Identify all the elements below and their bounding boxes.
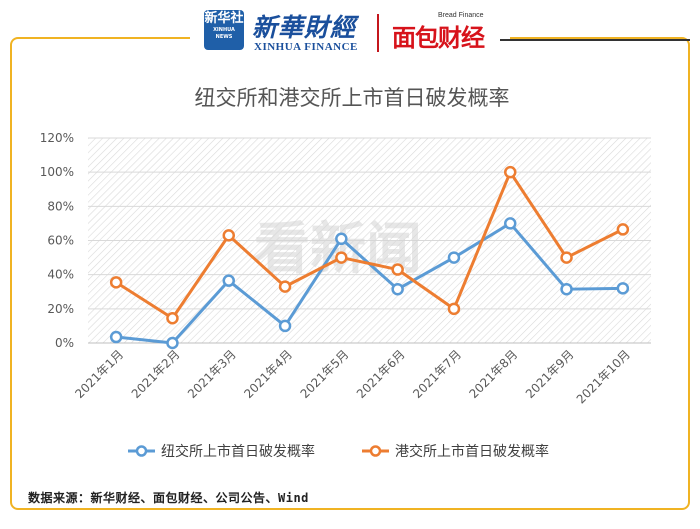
series-2-point <box>616 223 630 236</box>
x-tick-label: 2021年2月 <box>129 347 183 401</box>
logo-divider <box>377 14 379 52</box>
series-1-point <box>560 282 573 296</box>
series-1-point <box>278 319 292 333</box>
header-rule <box>500 39 690 41</box>
series-1-point <box>222 274 235 287</box>
series-2-point <box>222 229 235 242</box>
x-tick-label: 2021年9月 <box>523 347 577 401</box>
x-tick-label: 2021年4月 <box>241 347 295 401</box>
x-tick-label: 2021年6月 <box>354 347 408 401</box>
series-1-point <box>335 232 348 246</box>
x-tick-label: 2021年5月 <box>298 347 352 401</box>
legend-marker-1 <box>135 445 148 457</box>
x-tick-label: 2021年3月 <box>185 347 239 401</box>
series-1-point <box>616 282 630 295</box>
series-2-point <box>447 302 461 316</box>
gridlines <box>88 137 651 344</box>
series-2-point <box>504 165 517 179</box>
xinhua-badge-en: XINHUA NEWS <box>213 27 235 40</box>
series-2-point <box>278 280 292 293</box>
y-axis-ticks: 0% 20% 40% 60% 80% 100% 120% <box>40 131 74 350</box>
xinhua-finance-logo-en: XINHUA FINANCE <box>254 41 358 53</box>
x-tick-label: 2021年1月 <box>72 347 126 401</box>
series-lines <box>109 165 630 350</box>
y-tick-label: 120% <box>40 131 74 145</box>
y-tick-label: 60% <box>47 234 74 248</box>
series-1-point <box>109 330 123 344</box>
y-tick-label: 40% <box>47 268 74 282</box>
xinhua-finance-logo-cn: 新華財經 <box>252 13 357 42</box>
y-tick-label: 20% <box>47 302 74 316</box>
legend-label-2: 港交所上市首日破发概率 <box>395 443 549 460</box>
x-axis-ticks: 2021年1月 2021年2月 2021年3月 2021年4月 2021年5月 2021年… <box>72 347 633 406</box>
xinhua-news-logo: 新华社 XINHUA NEWS <box>204 10 244 50</box>
data-source: 数据来源：新华财经、面包财经、公司公告、Wind <box>28 491 309 505</box>
series-1-point <box>391 282 404 296</box>
series-line-2 <box>115 170 624 320</box>
xinhua-badge-cn: 新华社 <box>204 11 244 26</box>
y-tick-label: 80% <box>47 199 74 213</box>
x-tick-label: 2021年8月 <box>466 347 520 401</box>
series-2-point <box>560 251 573 264</box>
bread-finance-logo-cn: 面包财经 <box>392 24 485 52</box>
series-1-point <box>447 251 461 264</box>
brand-header: 新华社 XINHUA NEWS 新華財經 XINHUA FINANCE Brea… <box>0 0 700 60</box>
y-tick-label: 0% <box>55 336 74 350</box>
series-2-point <box>335 251 348 264</box>
series-2-point <box>391 263 404 276</box>
chart-title: 纽交所和港交所上市首日破发概率 <box>195 86 510 110</box>
series-1-point <box>504 217 517 230</box>
series-2-point <box>109 276 123 289</box>
legend: 纽交所上市首日破发概率 港交所上市首日破发概率 <box>128 443 549 460</box>
y-tick-label: 100% <box>40 165 74 179</box>
series-1-point <box>166 336 179 350</box>
legend-marker-2 <box>369 445 382 457</box>
x-tick-label: 2021年10月 <box>574 347 633 406</box>
series-2-point <box>166 311 179 325</box>
x-tick-label: 2021年7月 <box>410 347 464 401</box>
legend-label-1: 纽交所上市首日破发概率 <box>161 443 315 460</box>
bread-finance-logo-en: Bread Finance <box>438 12 484 19</box>
